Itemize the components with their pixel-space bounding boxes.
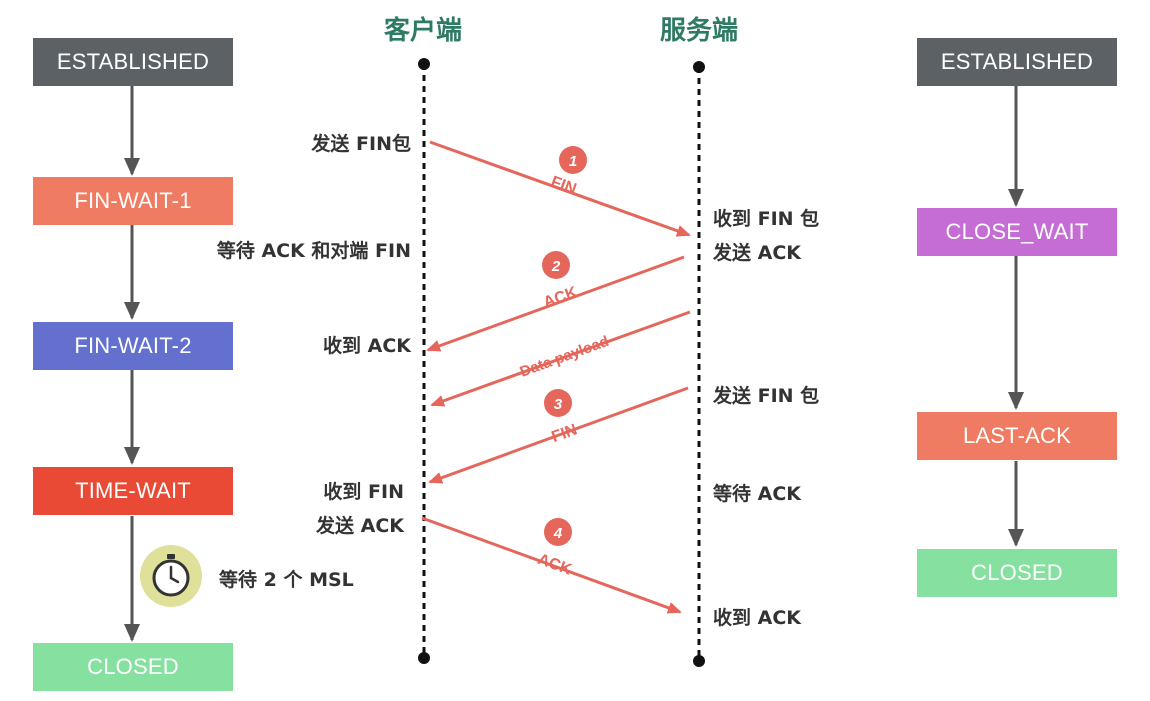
- client-title: 客户端: [383, 16, 462, 46]
- server-label-send-fin: 发送 FIN 包: [713, 385, 820, 407]
- client-label-wait-ack-fin: 等待 ACK 和对端 FIN: [216, 240, 411, 262]
- message-3-label: FIN: [549, 421, 579, 446]
- message-1-fin: 1 FIN: [429, 140, 691, 237]
- client-timeline: [418, 58, 430, 664]
- message-2-ack: 2 ACK: [426, 251, 685, 352]
- client-label-send-fin: 发送 FIN包: [311, 133, 411, 155]
- server-state-close-wait: CLOSE_WAIT: [917, 208, 1117, 256]
- client-label-send-ack: 发送 ACK: [316, 515, 404, 537]
- server-title: 服务端: [659, 16, 738, 46]
- message-2-label: ACK: [541, 284, 580, 312]
- message-2-number: 2: [551, 258, 561, 275]
- server-timeline: [693, 61, 705, 667]
- message-4-ack: 4 ACK: [421, 516, 682, 614]
- client-state-fin-wait-2: FIN-WAIT-2: [33, 322, 233, 370]
- client-label-recv-fin: 收到 FIN: [323, 481, 404, 503]
- stopwatch-icon: [140, 545, 202, 607]
- message-1-label: FIN: [549, 173, 579, 198]
- server-state-closed: CLOSED: [917, 549, 1117, 597]
- client-state-time-wait: TIME-WAIT: [33, 467, 233, 515]
- client-state-fin-wait-1: FIN-WAIT-1: [33, 177, 233, 225]
- server-state-established: ESTABLISHED: [917, 38, 1117, 86]
- message-3-fin: 3 FIN: [428, 386, 689, 484]
- server-label-recv-ack: 收到 ACK: [713, 607, 801, 629]
- client-state-closed: CLOSED: [33, 643, 233, 691]
- client-label-wait-2msl: 等待 2 个 MSL: [219, 569, 354, 591]
- client-label-recv-ack: 收到 ACK: [323, 335, 411, 357]
- server-state-last-ack: LAST-ACK: [917, 412, 1117, 460]
- server-label-wait-ack: 等待 ACK: [713, 483, 801, 505]
- data-payload-label: Data payload: [518, 333, 612, 381]
- message-1-number: 1: [569, 153, 577, 170]
- server-label-send-ack: 发送 ACK: [713, 242, 801, 264]
- client-state-established: ESTABLISHED: [33, 38, 233, 86]
- server-label-recv-fin: 收到 FIN 包: [713, 208, 820, 230]
- message-3-number: 3: [554, 396, 563, 413]
- message-4-number: 4: [553, 525, 563, 542]
- message-4-label: ACK: [535, 551, 574, 579]
